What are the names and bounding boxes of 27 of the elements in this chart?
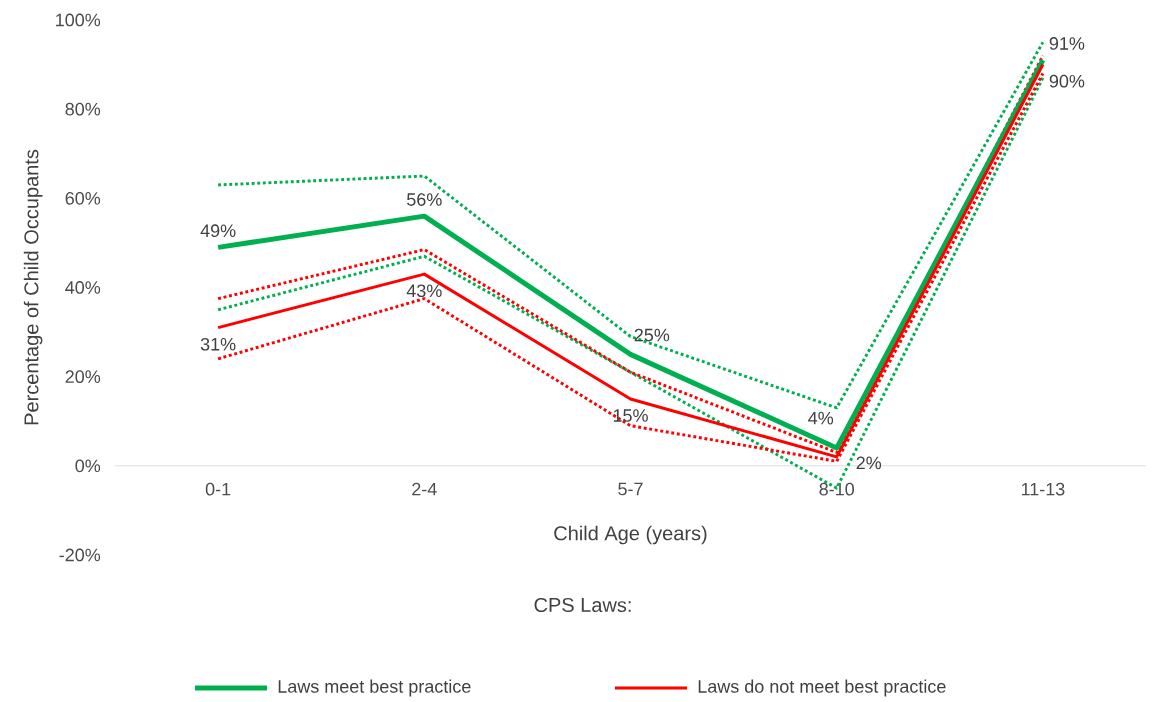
y-tick-label: 0% — [75, 459, 101, 473]
y-axis-title: Percentage of Child Occupants — [23, 149, 43, 425]
data-label: 56% — [407, 193, 442, 206]
data-label: 43% — [406, 284, 442, 298]
legend-label: Laws do not meet best practice — [698, 679, 946, 697]
y-tick-label: -20% — [59, 548, 101, 562]
x-axis-title: Child Age (years) — [554, 525, 707, 545]
legend-title: CPS Laws: — [534, 597, 631, 613]
x-tick-label: 11-13 — [1021, 482, 1065, 496]
data-label: 31% — [200, 337, 236, 351]
data-label: 2% — [856, 456, 882, 470]
y-tick-label: 80% — [65, 102, 101, 116]
data-label: 49% — [200, 224, 236, 238]
y-tick-label: 100% — [56, 13, 101, 27]
x-tick-label: 5-7 — [618, 482, 643, 496]
data-label: 91% — [1049, 37, 1085, 50]
data-label: 25% — [634, 328, 670, 342]
x-tick-label: 8-10 — [819, 482, 855, 496]
data-label: 90% — [1049, 74, 1085, 88]
y-tick-label: 20% — [65, 370, 101, 384]
y-tick-label: 40% — [65, 281, 101, 294]
legend-label: Laws meet best practice — [278, 679, 471, 697]
y-tick-label: 60% — [65, 191, 101, 205]
data-label: 4% — [808, 411, 834, 425]
data-label: 15% — [613, 409, 648, 422]
x-tick-label: 2-4 — [412, 482, 437, 496]
x-tick-label: 0-1 — [205, 482, 231, 496]
